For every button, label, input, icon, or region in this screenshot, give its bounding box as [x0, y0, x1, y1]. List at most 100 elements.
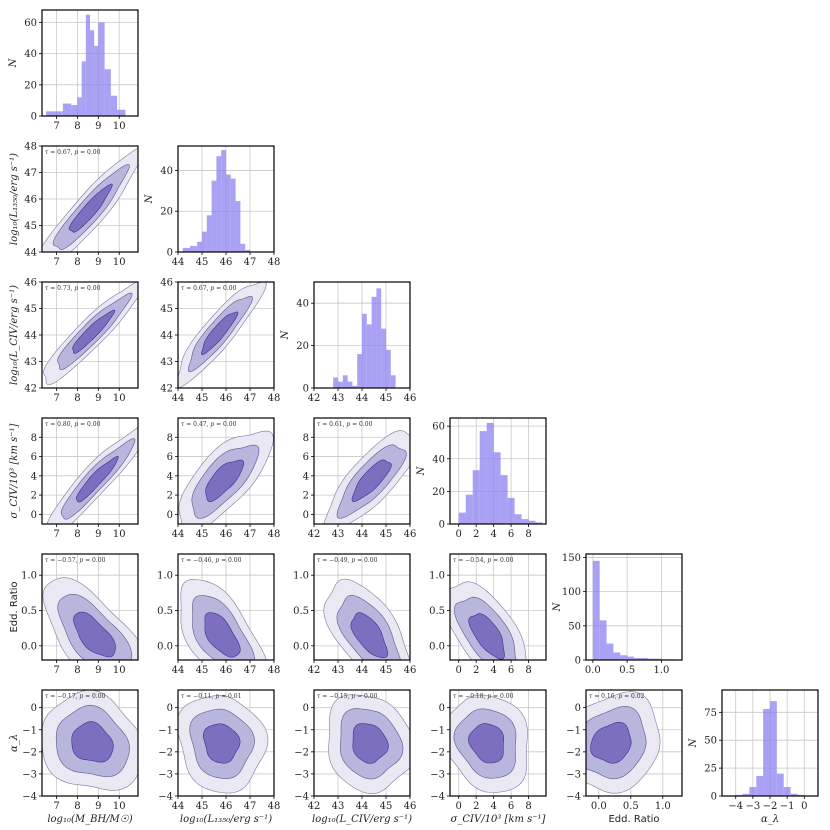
x-tick-label: 44: [356, 665, 369, 676]
x-tick-label: 9: [95, 665, 101, 676]
histogram-bar: [197, 241, 202, 252]
histogram-bar: [458, 512, 466, 524]
histogram-bar: [240, 243, 246, 252]
x-tick-label: 9: [95, 257, 101, 268]
panel-1-1: 44 45 46 47 48 0 20 40 N: [144, 145, 281, 268]
contour-group: [42, 690, 138, 791]
hist-y-label: N: [8, 57, 19, 68]
x-tick-label: 42: [308, 801, 321, 812]
y-tick-label: 0.0: [21, 641, 37, 652]
axes-frame: [41, 553, 139, 661]
contour-inner: [204, 612, 241, 658]
x-tick-label: 44: [172, 393, 185, 404]
x-tick-label: 47: [244, 801, 257, 812]
correlation-annotation: τ = 0.16, p = 0.02: [589, 693, 645, 700]
contour-group: [180, 579, 267, 660]
y-tick-label: 150: [562, 553, 581, 564]
x-tick-label: 6: [508, 801, 514, 812]
histogram-bar: [742, 793, 750, 796]
x-tick-label: 0: [456, 665, 462, 676]
x-tick-label: 43: [332, 393, 345, 404]
histogram-bar: [627, 656, 634, 660]
y-tick-label: −2: [294, 747, 309, 758]
histogram-bar: [613, 652, 621, 660]
x-tick-label: 46: [220, 393, 233, 404]
y-tick-label: 43: [24, 357, 37, 368]
panel-2-0: 7 8 9 10 42 43 44 45 46: [24, 278, 139, 404]
x-tick-label: 0.0: [585, 665, 601, 676]
contour-group: [328, 694, 410, 795]
contour-group: [323, 578, 410, 660]
x-tick-label: 43: [332, 801, 345, 812]
x-tick-label: 45: [196, 529, 209, 540]
x-label-3: σ_CIV/10³ [km s⁻¹]: [451, 814, 546, 825]
x-tick-label: 45: [196, 257, 209, 268]
histogram-bar: [85, 14, 90, 117]
y-tick-label: 25: [704, 764, 717, 775]
x-tick-label: 7: [53, 801, 59, 812]
x-tick-label: 46: [220, 257, 233, 268]
contour-group: [43, 282, 138, 386]
x-tick-label: 45: [380, 665, 393, 676]
x-tick-label: 47: [244, 529, 257, 540]
histogram-bar: [472, 470, 480, 524]
x-tick-label: 44: [356, 801, 369, 812]
y-tick-label: −4: [22, 792, 37, 803]
x-tick-label: 8: [525, 665, 531, 676]
histogram-bar: [790, 793, 798, 796]
y-tick-label: 0: [711, 792, 717, 803]
panel-2-1: 44 45 46 47 48 42 43 44 45 46: [160, 278, 280, 405]
x-tick-label: 48: [268, 801, 281, 812]
histogram-bar: [749, 787, 757, 796]
x-tick-label: 1.0: [653, 665, 669, 676]
contour-inner: [201, 311, 239, 356]
y-tick-label: −4: [294, 792, 309, 803]
x-tick-label: 44: [356, 529, 369, 540]
panel-3-0: 7 8 9 10 0 2 4 6 8: [31, 417, 139, 540]
y-tick-label: −3: [22, 769, 37, 780]
y-tick-label: 42: [160, 384, 173, 395]
y-tick-label: 0: [31, 703, 37, 714]
x-tick-label: 7: [53, 665, 59, 676]
y-tick-label: 2: [303, 491, 309, 502]
x-tick-label: 48: [268, 665, 281, 676]
y-tick-label: 42: [24, 384, 37, 395]
x-tick-label: 2: [473, 665, 479, 676]
y-tick-label: 47: [24, 168, 37, 179]
y-tick-label: −4: [158, 792, 173, 803]
y-tick-label: 1.0: [21, 571, 37, 582]
contour-inner: [350, 612, 389, 659]
x-tick-label: 43: [332, 529, 345, 540]
contour-inner: [351, 459, 392, 502]
x-tick-label: 0.0: [591, 801, 607, 812]
y-tick-label: −2: [566, 747, 581, 758]
contour-group: [178, 430, 274, 524]
histogram-bar: [486, 422, 494, 524]
x-tick-label: 0: [456, 529, 462, 540]
x-tick-label: 4: [490, 529, 496, 540]
correlation-annotation: τ = −0.11, p = 0.01: [181, 693, 241, 700]
x-tick-label: 42: [308, 393, 321, 404]
y-tick-label: −3: [294, 769, 309, 780]
hist-y-label: N: [280, 329, 291, 340]
correlation-annotation: τ = 0.61, p = 0.00: [317, 421, 373, 428]
contour-group: [450, 581, 527, 660]
histogram-bar: [647, 658, 662, 660]
x-tick-label: 48: [268, 257, 281, 268]
x-tick-label: 10: [113, 801, 126, 812]
x-tick-label: 10: [113, 529, 126, 540]
x-tick-label: 10: [113, 393, 126, 404]
x-tick-label: 44: [172, 529, 185, 540]
y-tick-label: −2: [158, 747, 173, 758]
x-tick-label: 10: [113, 121, 126, 132]
panel-5-0: 7 8 9 10 −4 −3 −2 −1 0: [22, 689, 139, 812]
correlation-annotation: τ = 0.67, p = 0.00: [45, 149, 101, 156]
x-tick-label: 44: [172, 257, 185, 268]
contour-inner: [71, 721, 114, 763]
histogram-bar: [776, 773, 784, 796]
correlation-annotation: τ = −0.15, p = 0.00: [317, 693, 378, 700]
x-tick-label: 45: [196, 393, 209, 404]
x-tick-label: 45: [380, 393, 393, 404]
x-tick-label: 9: [95, 393, 101, 404]
